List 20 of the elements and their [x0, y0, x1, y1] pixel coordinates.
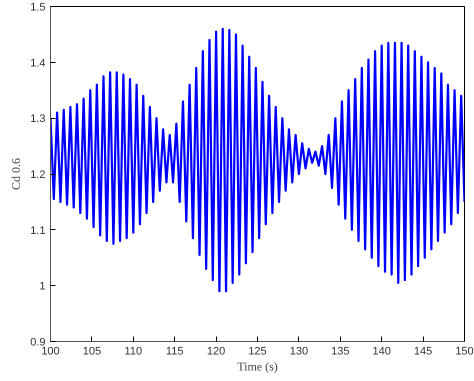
x-tick-label: 120 — [206, 346, 226, 358]
x-tick-label: 100 — [41, 346, 60, 358]
y-tick-label: 1.4 — [30, 57, 46, 70]
x-tick-label: 115 — [166, 346, 184, 358]
y-tick-label: 1.2 — [30, 169, 46, 181]
y-axis-title: Cd 0.6 — [9, 158, 24, 190]
x-tick-label: 135 — [331, 346, 350, 358]
x-tick-label: 130 — [290, 346, 308, 358]
x-tick-label: 110 — [124, 346, 142, 358]
line-series — [50, 28, 464, 292]
y-tick-label: 1 — [39, 280, 46, 293]
x-axis-title: Time (s) — [237, 360, 278, 374]
x-tick-label: 105 — [82, 346, 102, 358]
y-tick-label: 1.1 — [30, 224, 46, 237]
x-tick-label: 145 — [414, 346, 432, 358]
y-tick-label: 1.5 — [30, 2, 46, 14]
y-tick-label: 1.3 — [30, 113, 46, 126]
x-tick-label: 125 — [248, 346, 267, 358]
x-tick-label: 140 — [372, 346, 391, 358]
x-tick-label: 150 — [455, 346, 474, 358]
